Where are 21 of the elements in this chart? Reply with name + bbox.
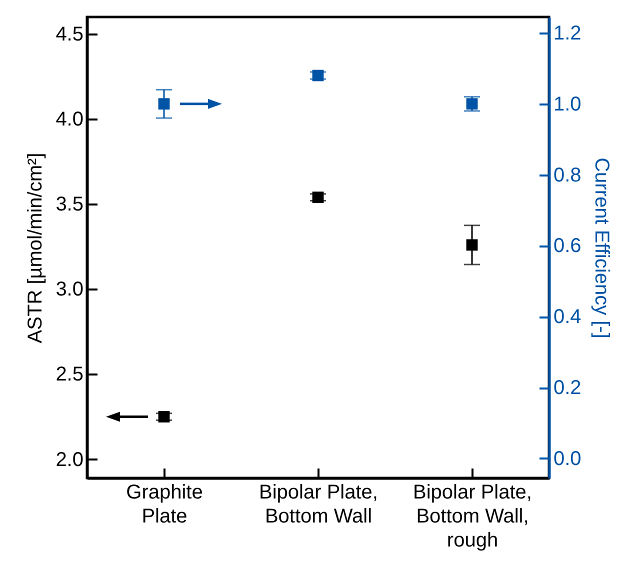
y2-axis-title: Current Efficiency [-] <box>590 158 612 338</box>
y-tick-label: 4.5 <box>56 24 84 46</box>
y2-tick-label: 0.2 <box>554 377 582 400</box>
x-tick-label: Bipolar Plate, Bottom Wall <box>259 482 378 528</box>
y-tick-label: 2.5 <box>56 364 84 386</box>
y2-tick-label: 1.0 <box>554 93 582 116</box>
x-tick-label: Bipolar Plate, Bottom Wall, rough <box>413 482 532 552</box>
y2-tick-label: 0.6 <box>554 235 582 258</box>
y2-tick-label: 0.8 <box>554 164 582 186</box>
point <box>158 411 170 422</box>
y-tick-label: 3.0 <box>56 278 84 301</box>
y-tick-label: 3.5 <box>56 194 84 216</box>
y2-tick-label: 0.0 <box>554 448 582 470</box>
y2-tick-label: 0.4 <box>554 306 582 328</box>
point <box>466 239 478 251</box>
y-tick-label: 2.0 <box>56 448 84 471</box>
y-axis-title: ASTR [µmol/min/cm²] <box>24 152 47 344</box>
point <box>312 192 324 204</box>
y-tick-label: 4.0 <box>56 108 84 131</box>
y2-tick-label: 1.2 <box>554 22 582 44</box>
x-tick-label: Graphite Plate <box>126 482 203 528</box>
